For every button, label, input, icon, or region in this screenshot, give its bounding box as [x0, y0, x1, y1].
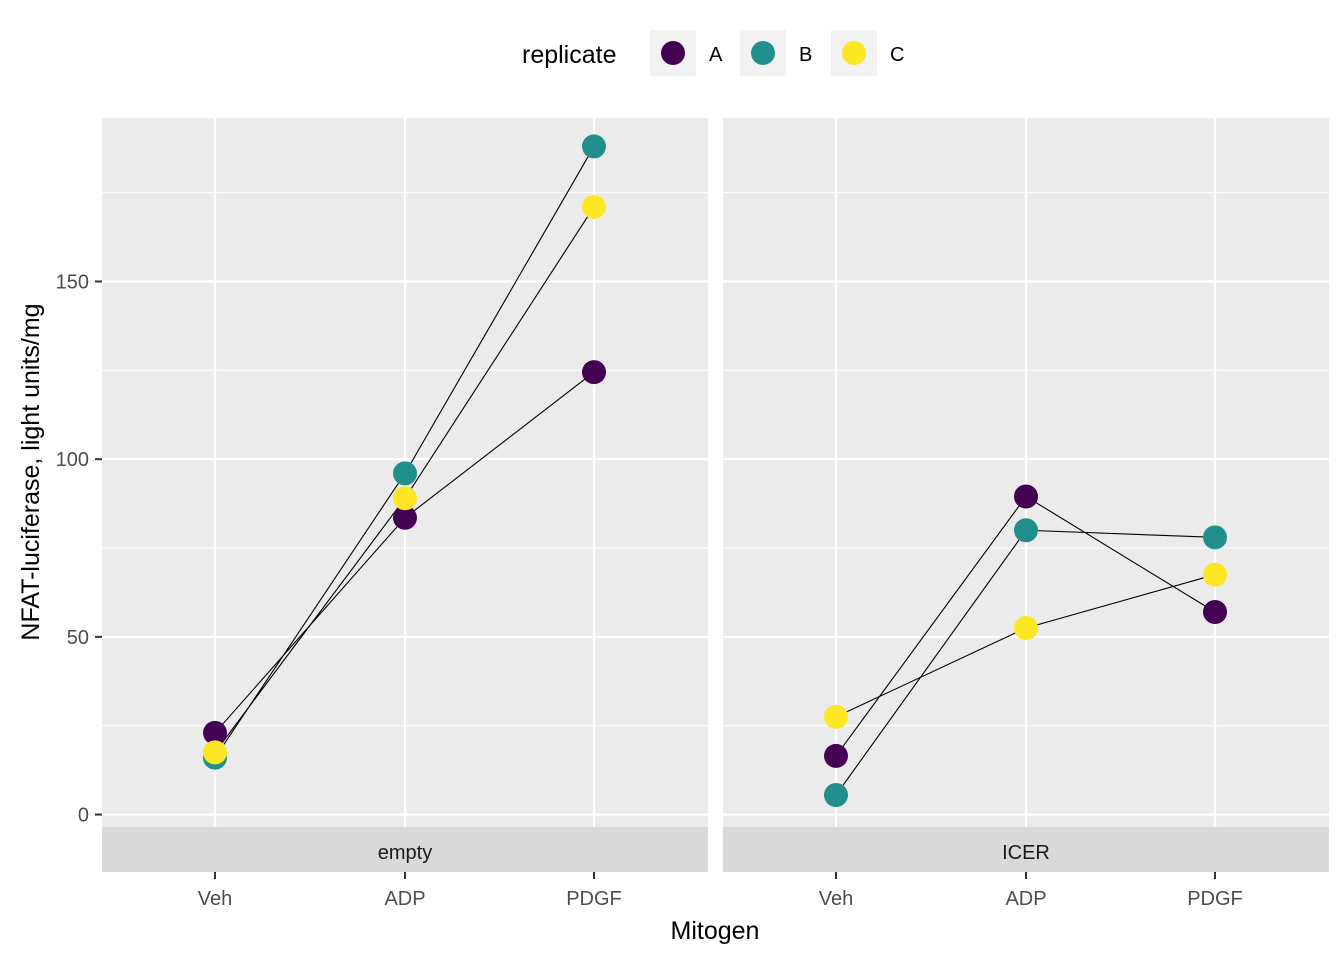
y-axis-title: NFAT-luciferase, light units/mg: [17, 303, 45, 640]
y-tick-label: 150: [56, 271, 89, 293]
data-point-b: [1014, 518, 1038, 543]
x-tick-label: Veh: [819, 888, 853, 910]
legend-key-a-dot: [661, 41, 685, 65]
strip-label-icer: ICER: [1002, 842, 1050, 864]
data-point-c: [203, 740, 227, 765]
data-point-c: [1203, 562, 1227, 587]
data-point-b: [393, 461, 417, 486]
data-points: [203, 134, 1227, 808]
data-point-b: [1203, 525, 1227, 550]
x-axis-title: Mitogen: [671, 917, 760, 945]
y-tick-label: 100: [56, 449, 89, 471]
data-point-a: [582, 360, 606, 385]
data-point-c: [1014, 615, 1038, 640]
grid-lines: [102, 118, 1329, 827]
legend-key-c-dot: [842, 41, 866, 65]
legend-label-c: C: [890, 44, 904, 66]
data-point-a: [1203, 599, 1227, 624]
data-point-a: [1014, 484, 1038, 509]
y-tick-label: 50: [67, 627, 89, 649]
x-axis-ticks: Veh ADP PDGF Veh ADP PDGF: [198, 872, 1243, 910]
legend-key-b: B: [740, 30, 812, 76]
y-axis-ticks: 0 50 100 150: [56, 271, 102, 827]
y-tick-label: 0: [78, 805, 89, 827]
legend-label-b: B: [799, 44, 812, 66]
data-point-a: [203, 720, 227, 745]
strip-icer-background: [723, 827, 1329, 872]
data-point-a: [824, 743, 848, 768]
strip-empty-background: [102, 827, 708, 872]
data-point-c: [824, 704, 848, 729]
data-point-a: [393, 505, 417, 530]
data-point-c: [393, 486, 417, 511]
x-tick-label: PDGF: [1187, 888, 1243, 910]
legend-key-a: A: [650, 30, 723, 76]
legend-key-c: C: [831, 30, 904, 76]
x-tick-label: ADP: [384, 888, 425, 910]
x-tick-label: Veh: [198, 888, 232, 910]
legend-key-b-dot: [751, 41, 775, 65]
data-point-b: [824, 783, 848, 808]
strip-label-empty: empty: [378, 842, 432, 864]
legend: replicate A B C: [522, 30, 904, 76]
data-point-c: [582, 194, 606, 219]
data-point-b: [582, 134, 606, 159]
x-tick-label: ADP: [1005, 888, 1046, 910]
x-tick-label: PDGF: [566, 888, 622, 910]
legend-label-a: A: [709, 44, 723, 66]
legend-title: replicate: [522, 41, 617, 69]
